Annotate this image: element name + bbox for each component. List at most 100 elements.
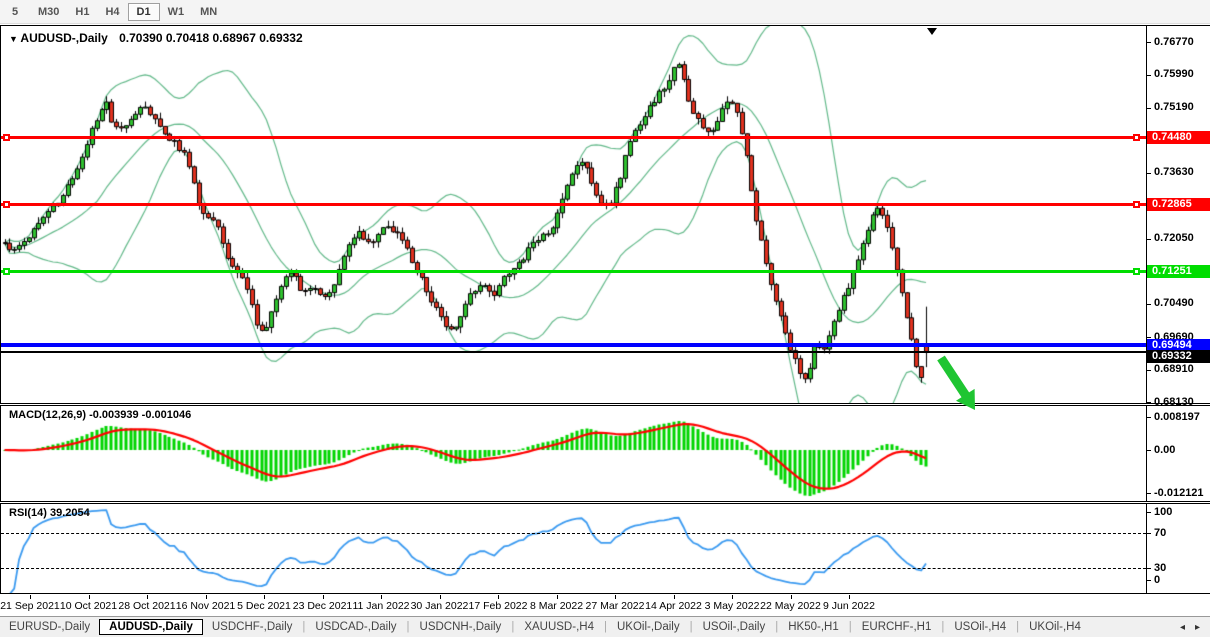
- chart-tab-ukoil-h4[interactable]: UKOil-,H4: [1029, 621, 1081, 633]
- macd-tick-label: 0.008197: [1154, 410, 1200, 423]
- line-drag-handle[interactable]: [3, 133, 10, 141]
- macd-panel: MACD(12,26,9) -0.003939 -0.001046 0.0081…: [0, 405, 1210, 502]
- date-tick-mark: [849, 595, 850, 599]
- timeframe-button-h4[interactable]: H4: [105, 5, 120, 18]
- price-tick-label: 0.76770: [1154, 35, 1194, 48]
- line-drag-handle[interactable]: [3, 268, 10, 276]
- chart-tab-eurusd-daily[interactable]: EURUSD-,Daily: [9, 621, 91, 633]
- price-tick-label: 0.73630: [1154, 166, 1194, 179]
- price-chart-canvas[interactable]: [1, 26, 1146, 403]
- tab-separator: |: [511, 621, 515, 633]
- macd-tick-label: 0.00: [1154, 443, 1176, 456]
- date-axis[interactable]: 21 Sep 2021 10 Oct 2021 28 Oct 2021 16 Nov …: [0, 595, 1210, 615]
- date-tick-mark: [732, 595, 733, 599]
- chart-symbol: AUDUSD-,Daily: [20, 31, 108, 45]
- date-tick-mark: [88, 595, 90, 599]
- timeframe-button-w1[interactable]: W1: [167, 5, 185, 18]
- chart-tab-audusd-daily[interactable]: AUDUSD-,Daily: [99, 619, 203, 635]
- price-tick-mark: [1147, 172, 1151, 174]
- date-tick-mark: [439, 595, 441, 599]
- rsi-tick-label: 0: [1154, 573, 1161, 586]
- date-tick-mark: [205, 595, 207, 599]
- timeframe-button-5[interactable]: 5: [11, 5, 19, 18]
- chart-tab-hk50-h1[interactable]: HK50-,H1: [788, 621, 839, 633]
- price-tick-mark: [1147, 238, 1151, 240]
- rsi-canvas[interactable]: [1, 504, 1146, 593]
- rsi-tick-mark: [1147, 533, 1151, 534]
- chart-shift-marker: [927, 28, 937, 35]
- line-drag-handle[interactable]: [1133, 201, 1140, 209]
- line-drag-handle[interactable]: [1133, 133, 1140, 141]
- price-tick-mark: [1147, 303, 1151, 305]
- line-drag-handle[interactable]: [3, 201, 10, 209]
- date-tick-label: 10 Oct 2021: [59, 600, 118, 612]
- rsi-tick-mark: [1147, 512, 1151, 513]
- date-tick-label: 5 Dec 2021: [237, 600, 291, 612]
- tab-separator: |: [302, 621, 306, 633]
- rsi-panel: RSI(14) 39.2054 100 70 30 0: [0, 503, 1210, 594]
- macd-axis[interactable]: [1146, 406, 1210, 501]
- chart-tab-xauusd-h4[interactable]: XAUUSD-,H4: [524, 621, 594, 633]
- tab-separator: |: [689, 621, 693, 633]
- date-tick-mark: [322, 595, 324, 599]
- chart-tab-usdchf-daily[interactable]: USDCHF-,Daily: [211, 621, 293, 633]
- date-tick-mark: [673, 595, 675, 599]
- chart-tab-eurchf-h1[interactable]: EURCHF-,H1: [861, 621, 932, 633]
- macd-tick-mark: [1147, 450, 1151, 451]
- main-chart-panel: ▼ AUDUSD-,Daily 0.70390 0.70418 0.68967 …: [0, 25, 1210, 410]
- date-tick-label: 27 Mar 2022: [585, 600, 645, 612]
- macd-canvas[interactable]: [1, 406, 1146, 501]
- level-price-label: 0.69494: [1147, 338, 1210, 352]
- line-drag-handle[interactable]: [1133, 268, 1140, 276]
- timeframe-button-d1[interactable]: D1: [127, 2, 160, 21]
- dropdown-arrow-icon: ▼: [9, 34, 21, 44]
- horizontal-level-line[interactable]: [1, 343, 1146, 348]
- date-tick-mark: [498, 595, 499, 599]
- price-tick-label: 0.72050: [1154, 232, 1194, 245]
- price-tick-mark: [1147, 337, 1151, 338]
- macd-label: MACD(12,26,9) -0.003939 -0.001046: [9, 409, 192, 421]
- date-tick-mark: [30, 595, 31, 599]
- date-tick-label: 23 Dec 2021: [292, 600, 353, 612]
- current-price-line: [1, 350, 1146, 353]
- chart-tab-usdcnh-daily[interactable]: USDCNH-,Daily: [419, 621, 502, 633]
- timeframe-button-m30[interactable]: M30: [38, 5, 60, 18]
- price-tick-mark: [1147, 402, 1151, 403]
- level-price-label: 0.74480: [1147, 130, 1210, 144]
- date-tick-mark: [615, 595, 616, 599]
- date-tick-mark: [556, 595, 558, 599]
- tab-scroll-left-icon[interactable]: ◂: [1179, 621, 1185, 633]
- chart-ohlc-values: 0.70390 0.70418 0.68967 0.69332: [119, 31, 303, 45]
- chart-tab-usoil-h4[interactable]: USOil-,H4: [954, 621, 1007, 633]
- down-arrow-annotation[interactable]: [933, 352, 985, 416]
- timeframe-toolbar: 5 M30 H1 H4 D1 W1 MN: [0, 0, 1210, 24]
- rsi-tick-label: 100: [1154, 505, 1173, 518]
- level-price-label: 0.71251: [1147, 265, 1210, 279]
- tab-separator: |: [848, 621, 852, 633]
- date-tick-label: 8 Mar 2022: [529, 600, 584, 612]
- horizontal-level-line[interactable]: [1, 203, 1146, 207]
- date-tick-label: 14 Apr 2022: [645, 600, 702, 612]
- timeframe-button-h1[interactable]: H1: [75, 5, 90, 18]
- tab-separator: |: [1016, 621, 1020, 633]
- macd-tick-label: -0.012121: [1154, 486, 1204, 499]
- chart-tab-ukoil-daily[interactable]: UKOil-,Daily: [616, 621, 680, 633]
- date-tick-label: 11 Jan 2022: [352, 600, 410, 612]
- tab-scroll-right-icon[interactable]: ▸: [1194, 621, 1200, 633]
- price-tick-label: 0.68910: [1154, 363, 1194, 375]
- date-tick-mark: [790, 595, 792, 599]
- timeframe-button-mn[interactable]: MN: [200, 5, 218, 18]
- rsi-axis[interactable]: [1146, 504, 1210, 593]
- chart-title: ▼ AUDUSD-,Daily 0.70390 0.70418 0.68967 …: [9, 31, 303, 45]
- chart-tab-usoil-daily[interactable]: USOil-,Daily: [702, 621, 766, 633]
- rsi-tick-mark: [1147, 580, 1151, 581]
- rsi-tick-mark: [1147, 568, 1151, 569]
- macd-tick-mark: [1147, 493, 1151, 494]
- horizontal-level-line[interactable]: [1, 270, 1146, 274]
- current-price-label: 0.69332: [1147, 349, 1210, 363]
- horizontal-level-line[interactable]: [1, 135, 1146, 139]
- chart-tab-usdcad-daily[interactable]: USDCAD-,Daily: [315, 621, 397, 633]
- price-tick-mark: [1147, 107, 1151, 109]
- date-tick-label: 22 May 2022: [760, 600, 821, 612]
